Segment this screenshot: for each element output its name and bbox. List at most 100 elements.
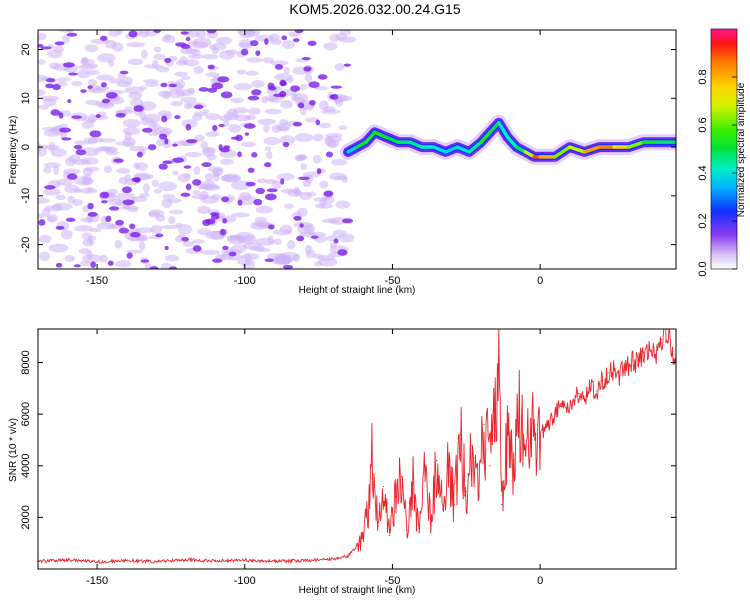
noise-peak xyxy=(299,223,304,228)
ridge-core-segment xyxy=(497,120,510,140)
noise-blob xyxy=(174,235,184,243)
noise-blob xyxy=(319,198,327,209)
noise-blob xyxy=(305,249,316,259)
noise-blob xyxy=(141,49,148,60)
snr-data-point xyxy=(471,444,473,446)
noise-blob xyxy=(264,179,277,185)
noise-blob xyxy=(65,156,76,167)
noise-blob xyxy=(134,227,155,234)
noise-blob xyxy=(144,262,152,269)
noise-blob xyxy=(262,57,275,64)
noise-peak xyxy=(253,198,263,206)
noise-peak xyxy=(292,38,300,43)
noise-blob xyxy=(122,118,141,128)
noise-blob xyxy=(255,205,273,214)
noise-peak xyxy=(171,143,178,147)
noise-peak xyxy=(235,134,243,142)
ridge-core-segment xyxy=(372,130,389,140)
noise-peak xyxy=(222,245,229,251)
noise-blob xyxy=(251,80,265,88)
noise-blob xyxy=(242,242,263,250)
noise-blob xyxy=(228,123,241,133)
noise-peak xyxy=(329,94,335,100)
noise-blob xyxy=(212,172,220,182)
noise-peak xyxy=(174,115,181,120)
noise-peak xyxy=(185,183,192,191)
noise-blob xyxy=(329,34,340,42)
noise-peak xyxy=(99,191,110,199)
noise-peak xyxy=(133,105,144,112)
noise-peak xyxy=(180,43,191,49)
noise-blob xyxy=(257,118,276,125)
noise-blob xyxy=(80,157,99,165)
noise-peak xyxy=(266,188,278,193)
noise-peak xyxy=(264,193,277,201)
snr-data-point xyxy=(430,516,432,518)
noise-blob xyxy=(281,40,295,49)
noise-blob xyxy=(153,189,162,194)
noise-blob xyxy=(73,140,91,146)
ridge-core-segment xyxy=(553,145,572,159)
noise-peak xyxy=(129,232,141,238)
snr-data-point xyxy=(642,351,645,353)
noise-blob xyxy=(157,110,172,118)
noise-peak xyxy=(282,265,294,269)
snr-data-point xyxy=(388,534,391,537)
snr-data-point xyxy=(406,529,408,531)
snr-data-point xyxy=(453,503,456,506)
noise-blob xyxy=(283,66,291,74)
noise-peak xyxy=(310,235,319,239)
noise-blob xyxy=(264,108,283,115)
noise-blob xyxy=(300,83,308,91)
noise-blob xyxy=(313,133,324,142)
snr-data-point xyxy=(601,380,603,382)
noise-blob xyxy=(174,222,183,228)
noise-blob xyxy=(186,87,196,94)
snr-data-point xyxy=(495,403,497,405)
noise-peak xyxy=(172,157,184,163)
noise-blob xyxy=(338,125,348,131)
noise-blob xyxy=(241,141,256,148)
noise-peak xyxy=(161,115,168,123)
noise-blob xyxy=(135,162,148,171)
snr-data-point xyxy=(530,436,532,438)
snr-data-point xyxy=(66,559,69,561)
noise-blob xyxy=(219,50,235,60)
noise-blob xyxy=(108,30,121,37)
ridge-core-segment xyxy=(432,145,448,154)
noise-peak xyxy=(45,83,54,89)
snr-data-point xyxy=(436,460,438,462)
noise-blob xyxy=(231,212,250,218)
noise-peak xyxy=(59,127,72,133)
noise-peak xyxy=(38,43,44,48)
snr-data-point xyxy=(566,410,568,413)
ridge-core-segment xyxy=(467,140,483,154)
noise-peak xyxy=(71,115,82,119)
snr-data-point xyxy=(155,560,157,563)
noise-blob xyxy=(164,254,180,262)
noise-blob xyxy=(55,194,66,201)
noise-peak xyxy=(244,132,250,136)
snr-data-point xyxy=(424,467,426,469)
noise-blob xyxy=(153,127,173,136)
snr-data-point xyxy=(126,559,128,562)
noise-blob xyxy=(320,109,341,115)
snr-data-point xyxy=(347,555,349,557)
noise-blob xyxy=(236,69,246,75)
noise-blob xyxy=(263,136,281,146)
noise-blob xyxy=(114,260,132,268)
noise-blob xyxy=(168,216,176,225)
noise-peak xyxy=(280,178,285,185)
noise-blob xyxy=(246,57,263,63)
noise-blob xyxy=(238,38,254,49)
noise-peak xyxy=(247,95,260,101)
noise-peak xyxy=(100,200,108,204)
snr-y-tick-label: 6000 xyxy=(20,402,32,426)
noise-peak xyxy=(274,64,284,70)
noise-blob xyxy=(78,188,98,194)
noise-peak xyxy=(65,217,76,222)
noise-peak xyxy=(206,30,217,34)
noise-blob xyxy=(306,191,317,197)
noise-blob xyxy=(58,30,74,33)
snr-data-point xyxy=(524,454,526,457)
